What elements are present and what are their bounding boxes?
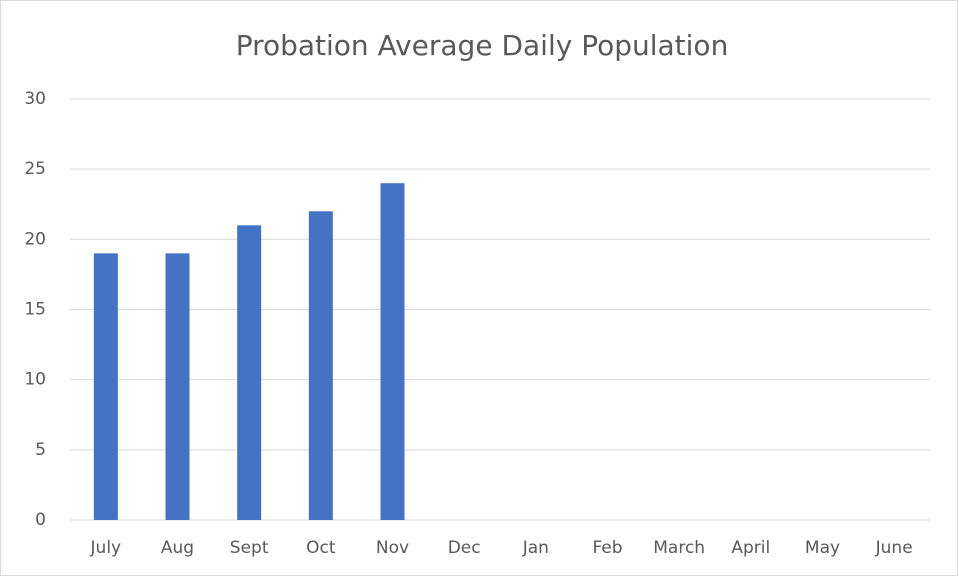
- bar: [237, 225, 262, 521]
- bar: [165, 253, 190, 520]
- x-tick-label: Nov: [376, 538, 409, 558]
- x-tick-label: Aug: [161, 538, 194, 558]
- x-tick-label: Feb: [592, 538, 622, 558]
- bar: [93, 253, 118, 520]
- x-tick-label: Oct: [306, 538, 336, 558]
- x-tick-label: June: [875, 538, 913, 558]
- y-tick-label: 10: [24, 370, 46, 390]
- x-tick-label: Jan: [522, 538, 549, 558]
- y-tick-label: 30: [24, 89, 46, 109]
- x-tick-label: July: [90, 538, 122, 558]
- x-tick-label: Sept: [230, 538, 269, 558]
- bar: [308, 211, 333, 520]
- x-tick-label: March: [653, 538, 705, 558]
- y-tick-label: 15: [24, 300, 46, 320]
- y-tick-label: 5: [35, 440, 46, 460]
- x-tick-label: May: [805, 538, 840, 558]
- y-tick-label: 25: [24, 159, 46, 179]
- x-tick-label: Dec: [448, 538, 481, 558]
- y-tick-label: 0: [35, 510, 46, 530]
- x-tick-label: April: [731, 538, 770, 558]
- bar: [380, 183, 405, 520]
- y-tick-label: 20: [24, 229, 46, 249]
- chart-title: Probation Average Daily Population: [236, 29, 729, 62]
